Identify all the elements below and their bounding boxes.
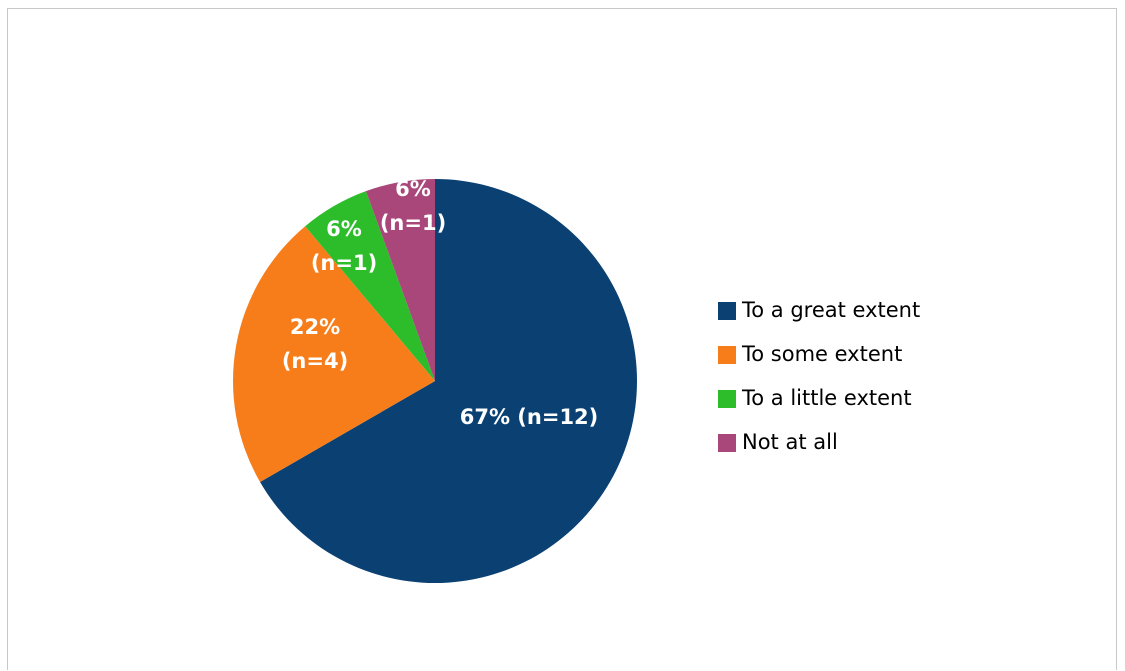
- pie-data-labels: 67% (n=12) 22% (n=4) 6% (n=1) 6% (n=1): [282, 177, 598, 429]
- legend-label: To a little extent: [741, 386, 912, 410]
- legend-swatch: [718, 302, 736, 320]
- data-label-to-a-great-extent: 67% (n=12): [460, 405, 599, 429]
- legend-swatch: [718, 434, 736, 452]
- pie-slices: [232, 178, 637, 583]
- legend-swatch: [718, 346, 736, 364]
- legend-item-to-a-little-extent: To a little extent: [718, 386, 912, 410]
- data-label-not-at-all-line-2: (n=1): [380, 211, 446, 235]
- pie-slice-to-some-extent: [232, 226, 435, 482]
- data-label-not-at-all-line-1: 6%: [395, 177, 431, 201]
- data-label-to-a-little-extent-line-2: (n=1): [311, 251, 377, 275]
- legend: To a great extent To some extent To a litt…: [718, 298, 920, 454]
- legend-label: Not at all: [742, 430, 838, 454]
- legend-label: To a great extent: [741, 298, 920, 322]
- pie-slice-to-a-little-extent: [305, 191, 435, 381]
- data-label-to-a-little-extent-line-1: 6%: [326, 217, 362, 241]
- pie-slice-to-a-great-extent: [260, 179, 637, 583]
- legend-swatch: [718, 390, 736, 408]
- legend-item-to-some-extent: To some extent: [718, 342, 902, 366]
- data-label-to-some-extent-line-1: 22%: [290, 315, 340, 339]
- legend-label: To some extent: [741, 342, 902, 366]
- pie-slice-not-at-all: [365, 178, 435, 381]
- legend-item-not-at-all: Not at all: [718, 430, 838, 454]
- data-label-to-some-extent-line-2: (n=4): [282, 349, 348, 373]
- legend-item-to-a-great-extent: To a great extent: [718, 298, 920, 322]
